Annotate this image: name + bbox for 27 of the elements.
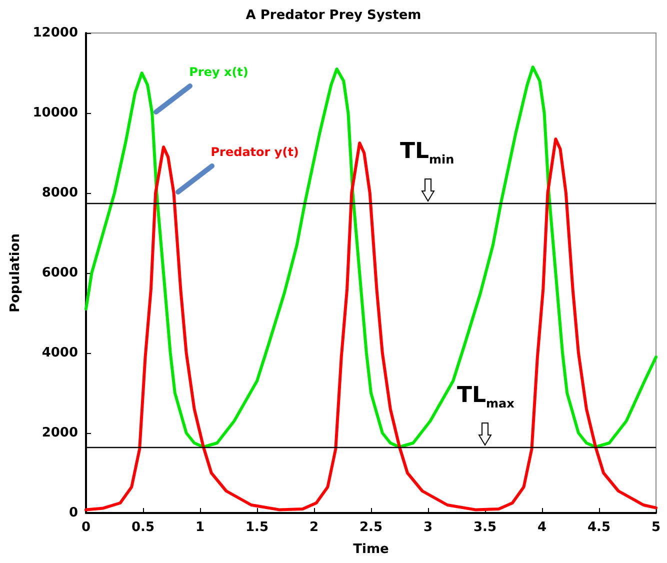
y-tick-label: 4000	[42, 346, 78, 360]
x-tick-label: 5	[651, 520, 661, 535]
x-tick-label: 2.5	[359, 520, 383, 535]
y-tick-label: 0	[68, 506, 78, 520]
x-axis-title: Time	[353, 542, 390, 557]
x-tick-label: 4	[537, 520, 547, 535]
ref-line-label: TL$_{max}$	[457, 383, 514, 410]
x-tick-label: 3.5	[473, 520, 497, 535]
x-tick-label: 1	[195, 520, 205, 535]
x-tick-label: 1.5	[245, 520, 269, 535]
y-tick-label: 8000	[42, 186, 78, 200]
y-tick-label: 2000	[42, 426, 78, 440]
x-tick-label: 0	[81, 520, 91, 535]
x-tick-label: 0.5	[131, 520, 155, 535]
y-axis-title: Population	[8, 233, 23, 313]
x-tick-label: 4.5	[587, 520, 611, 535]
x-tick-label: 3	[423, 520, 433, 535]
y-tick-label: 12000	[32, 26, 78, 40]
y-tick-label: 6000	[42, 266, 78, 280]
text: Prey x(t)	[189, 65, 248, 79]
y-tick-label: 10000	[32, 106, 78, 120]
ref-line-label: TL$_{min}$	[400, 139, 454, 166]
line-series	[84, 138, 658, 512]
x-tick-label: 2	[309, 520, 319, 535]
chart-title: A Predator Prey System	[246, 8, 422, 23]
line-series	[84, 66, 658, 448]
text: Predator y(t)	[210, 145, 299, 159]
